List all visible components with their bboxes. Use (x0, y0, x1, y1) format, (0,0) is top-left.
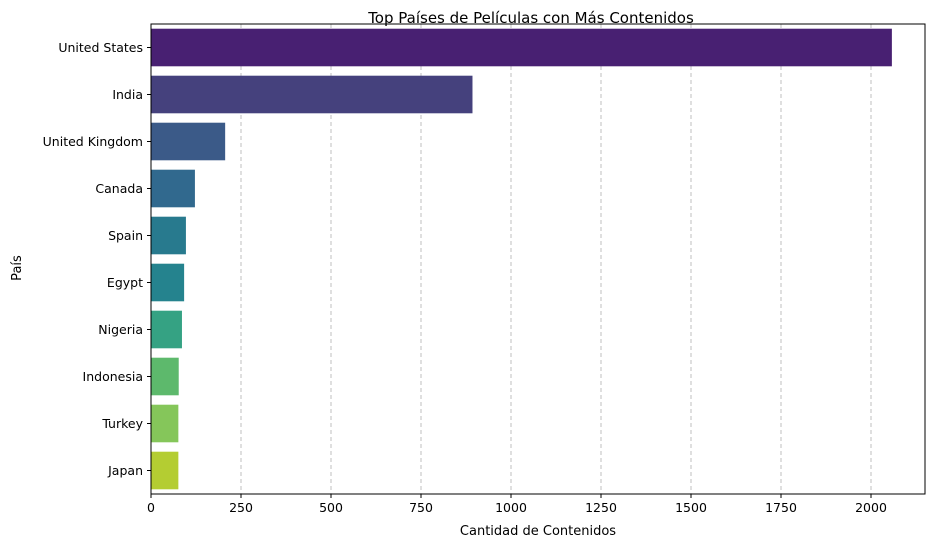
bar-japan (151, 451, 179, 490)
x-tick-label-3: 750 (409, 500, 433, 515)
y-tick-label-9: Japan (107, 463, 143, 478)
y-tick-label-4: Spain (108, 228, 143, 243)
x-tick-label-6: 1500 (675, 500, 707, 515)
x-axis-ticks: 0 250 500 750 1000 1250 1500 1750 2000 (147, 494, 887, 515)
x-tick-label-0: 0 (147, 500, 155, 515)
x-tick-label-7: 1750 (765, 500, 797, 515)
x-tick-label-5: 1250 (585, 500, 617, 515)
y-tick-label-1: India (112, 87, 143, 102)
y-axis-ticks: United States India United Kingdom Canada Sp… (43, 40, 151, 478)
y-tick-label-6: Nigeria (98, 322, 143, 337)
bars (151, 28, 892, 490)
bar-united-kingdom (151, 122, 226, 161)
bar-egypt (151, 263, 185, 302)
bar-united-states (151, 28, 892, 67)
bar-canada (151, 169, 195, 208)
x-tick-label-1: 250 (229, 500, 253, 515)
x-axis-label: Cantidad de Contenidos (460, 524, 616, 539)
x-tick-label-8: 2000 (855, 500, 887, 515)
plot-frame (150, 23, 926, 495)
y-tick-label-2: United Kingdom (43, 134, 143, 149)
chart-title: Top Países de Películas con Más Contenid… (367, 9, 694, 27)
bar-nigeria (151, 310, 182, 349)
bar-indonesia (151, 357, 179, 396)
y-tick-label-5: Egypt (107, 275, 143, 290)
x-tick-label-2: 500 (319, 500, 343, 515)
bar-spain (151, 216, 186, 255)
bar-turkey (151, 404, 179, 443)
y-tick-label-8: Turkey (101, 416, 143, 431)
y-axis-label: País (10, 255, 25, 281)
bar-india (151, 75, 473, 114)
y-tick-label-3: Canada (95, 181, 143, 196)
y-tick-label-7: Indonesia (83, 369, 143, 384)
y-tick-label-0: United States (58, 40, 143, 55)
x-tick-label-4: 1000 (495, 500, 527, 515)
